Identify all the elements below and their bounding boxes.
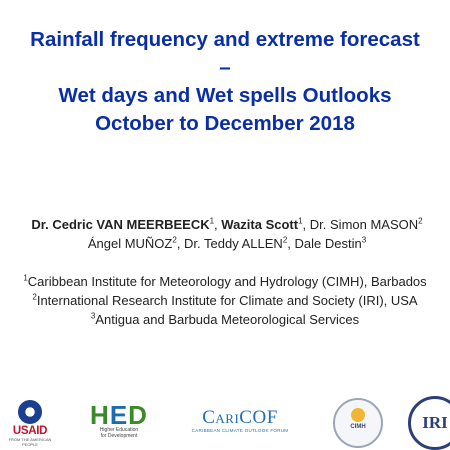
author-separator: , <box>287 236 295 251</box>
affiliation-item: 2International Research Institute for Cl… <box>0 291 450 310</box>
hed-logo-letter: H <box>90 400 110 430</box>
author-affiliation-mark: 3 <box>361 235 367 245</box>
affiliation-mark: 3 <box>90 311 96 321</box>
caricof-logo-tagline: CARIBBEAN CLIMATE OUTLOOK FORUM <box>191 428 289 433</box>
hed-logo-letter: E <box>109 400 129 430</box>
affiliation-mark: 2 <box>32 292 37 302</box>
caricof-logo: CariCOF CARIBBEAN CLIMATE OUTLOOK FORUM <box>184 408 296 438</box>
hed-logo-letter: D <box>128 400 148 430</box>
caricof-logo-text: CariCOF <box>202 407 278 428</box>
author-separator: , <box>302 217 310 232</box>
author-name: Dr. Simon MASON <box>309 217 419 232</box>
author-affiliation-mark: 2 <box>418 216 423 226</box>
hed-logo-text: HED <box>84 402 154 428</box>
title-line-3: Wet days and Wet spells Outlooks <box>58 84 392 107</box>
author-list: Dr. Cedric VAN MEERBEECK1, Wazita Scott1… <box>0 215 450 253</box>
sun-icon <box>351 408 365 422</box>
hed-logo-tagline-1: Higher Education <box>99 427 139 433</box>
usaid-logo: USAID FROM THE AMERICAN PEOPLE <box>4 400 56 450</box>
iri-logo-text: IRI <box>422 413 448 432</box>
affiliation-item: 3Antigua and Barbuda Meteorological Serv… <box>0 310 450 329</box>
cimh-logo: CIMH <box>333 398 383 448</box>
title-line-2: – <box>219 56 231 79</box>
affiliation-item: 1Caribbean Institute for Meteorology and… <box>0 272 450 291</box>
title-line-4: October to December 2018 <box>95 112 355 135</box>
author-name: Dale Destin <box>294 236 362 251</box>
partner-logo-strip: USAID FROM THE AMERICAN PEOPLE HED Highe… <box>0 378 450 450</box>
usaid-seal-icon <box>18 400 42 424</box>
author-affiliation-mark: 2 <box>282 235 288 245</box>
usaid-logo-text: USAID <box>12 425 48 437</box>
title-line-1: Rainfall frequency and extreme forecast <box>30 28 420 51</box>
affiliation-text: Antigua and Barbuda Meteorological Servi… <box>95 312 360 327</box>
author-affiliation-mark: 1 <box>298 216 303 226</box>
usaid-logo-tagline: FROM THE AMERICAN PEOPLE <box>8 437 52 447</box>
hed-logo-tagline-2: for Development <box>100 432 138 439</box>
author-name: Wazita Scott <box>221 217 299 232</box>
author-name: Dr. Teddy ALLEN <box>184 236 283 251</box>
author-affiliation-mark: 1 <box>209 216 215 226</box>
iri-logo: IRI <box>408 396 450 450</box>
author-separator: , <box>214 217 222 232</box>
hed-logo: HED Higher Education for Development <box>84 402 154 448</box>
affiliation-mark: 1 <box>23 273 28 283</box>
slide-title: Rainfall frequency and extreme forecast … <box>0 26 450 138</box>
author-affiliation-mark: 2 <box>172 235 177 245</box>
author-separator: , <box>176 236 185 251</box>
author-line-1: Dr. Cedric VAN MEERBEECK1, Wazita Scott1… <box>0 215 450 234</box>
author-line-2: Ángel MUÑOZ2, Dr. Teddy ALLEN2, Dale Des… <box>0 234 450 253</box>
cimh-logo-text: CIMH <box>350 424 366 430</box>
affiliation-list: 1Caribbean Institute for Meteorology and… <box>0 272 450 329</box>
affiliation-text: International Research Institute for Cli… <box>36 293 418 308</box>
author-name: Ángel MUÑOZ <box>87 236 173 251</box>
affiliation-text: Caribbean Institute for Meteorology and … <box>27 274 427 289</box>
author-name: Dr. Cedric VAN MEERBEECK <box>31 217 210 232</box>
